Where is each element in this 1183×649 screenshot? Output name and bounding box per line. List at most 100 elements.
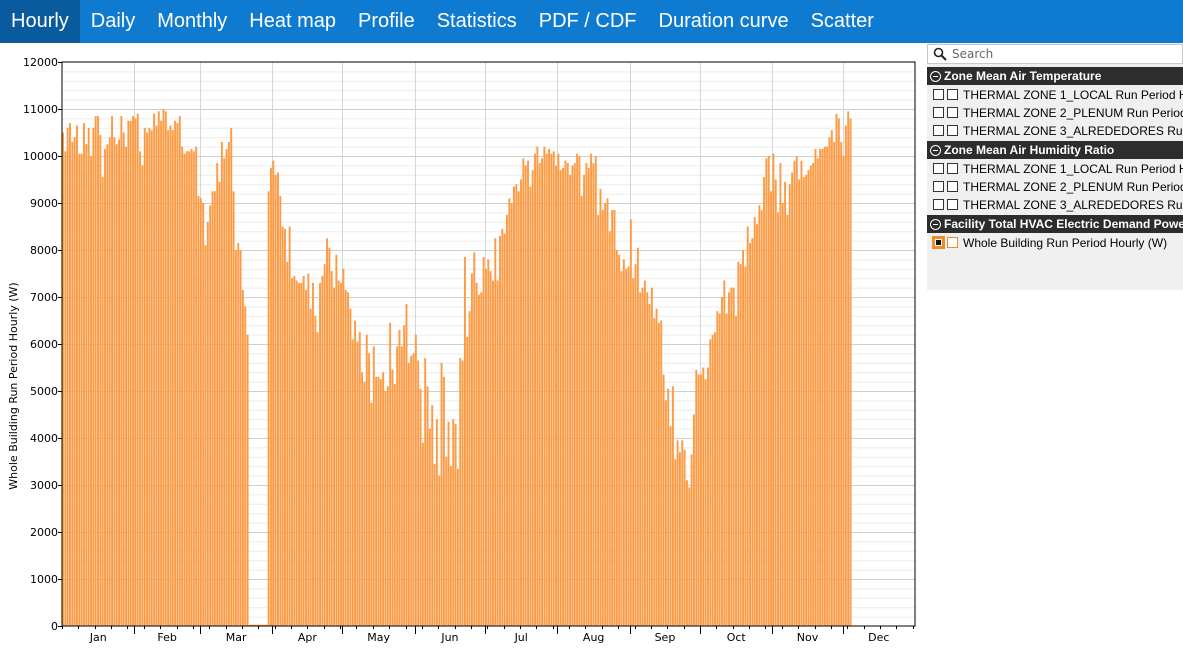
bar bbox=[69, 123, 71, 626]
bar bbox=[749, 242, 751, 626]
tab-scatter[interactable]: Scatter bbox=[810, 10, 874, 32]
search-box bbox=[927, 44, 1183, 64]
checkbox-left[interactable] bbox=[933, 181, 944, 192]
bar bbox=[714, 332, 716, 626]
checkbox-left[interactable] bbox=[933, 125, 944, 136]
checkbox-right[interactable] bbox=[947, 181, 958, 192]
group-zone-mean-air-temperature[interactable]: Zone Mean Air Temperature bbox=[927, 67, 1183, 85]
bar bbox=[396, 346, 399, 626]
checkbox-left[interactable] bbox=[933, 163, 944, 174]
hourly-chart[interactable]: 0 1000 2000 3000 4000 5000 6000 7000 8000 9000 100… bbox=[0, 43, 927, 649]
bar bbox=[169, 125, 172, 626]
bar bbox=[370, 402, 373, 626]
bar bbox=[176, 123, 179, 626]
collapse-icon[interactable] bbox=[930, 71, 941, 82]
checkbox-right[interactable] bbox=[947, 199, 958, 210]
bar bbox=[333, 287, 336, 626]
bar bbox=[812, 163, 815, 627]
bar bbox=[477, 294, 480, 626]
bar bbox=[174, 120, 177, 626]
tab-duration-curve[interactable]: Duration curve bbox=[658, 10, 789, 32]
bar bbox=[508, 198, 511, 627]
bar bbox=[487, 259, 490, 626]
bar bbox=[522, 158, 525, 626]
bar bbox=[501, 228, 504, 626]
tab-pdf-cdf[interactable]: PDF / CDF bbox=[538, 10, 637, 32]
bar bbox=[765, 158, 768, 626]
bar bbox=[153, 113, 156, 626]
group-title: Zone Mean Air Temperature bbox=[944, 69, 1102, 83]
bar bbox=[134, 118, 137, 627]
bar bbox=[171, 130, 174, 626]
tab-profile[interactable]: Profile bbox=[358, 10, 415, 32]
y-tick-label: 8000 bbox=[30, 244, 58, 257]
tab-hourly[interactable]: Hourly bbox=[0, 0, 80, 43]
checkbox-left[interactable] bbox=[933, 199, 944, 210]
x-tick-label: Apr bbox=[298, 631, 318, 644]
checkbox-right[interactable] bbox=[947, 163, 958, 174]
bar bbox=[784, 181, 787, 626]
bar bbox=[704, 379, 707, 626]
bar bbox=[793, 160, 796, 626]
x-tick-label: May bbox=[367, 631, 390, 644]
bar bbox=[316, 332, 319, 626]
group-title: Facility Total HVAC Electric Demand Powe… bbox=[944, 217, 1183, 231]
bar bbox=[85, 144, 88, 626]
bar bbox=[650, 287, 653, 626]
bar bbox=[410, 355, 413, 626]
bar bbox=[669, 426, 672, 626]
tab-daily[interactable]: Daily bbox=[90, 10, 136, 32]
bar bbox=[328, 247, 331, 626]
bar bbox=[155, 125, 158, 626]
tab-monthly[interactable]: Monthly bbox=[157, 10, 228, 32]
bar bbox=[459, 358, 462, 626]
bar bbox=[683, 449, 686, 626]
collapse-icon[interactable] bbox=[930, 219, 941, 230]
bar bbox=[157, 111, 160, 627]
bar bbox=[288, 226, 291, 626]
bar bbox=[816, 158, 819, 626]
y-axis-ticks: 0 1000 2000 3000 4000 5000 6000 7000 8000 9000 100… bbox=[23, 56, 62, 633]
bar bbox=[185, 151, 188, 627]
bar bbox=[106, 144, 109, 626]
bar bbox=[660, 320, 663, 626]
bar bbox=[777, 212, 780, 626]
bar bbox=[798, 179, 801, 626]
group-zone-mean-air-humidity-ratio[interactable]: Zone Mean Air Humidity Ratio bbox=[927, 141, 1183, 159]
bar bbox=[781, 203, 784, 626]
checkbox-left[interactable] bbox=[933, 107, 944, 118]
bar bbox=[774, 179, 777, 626]
bar bbox=[688, 487, 691, 626]
checkbox-right[interactable] bbox=[947, 125, 958, 136]
bar bbox=[216, 163, 219, 627]
bar bbox=[847, 111, 850, 627]
bar bbox=[125, 146, 128, 626]
y-tick-label: 5000 bbox=[30, 385, 58, 398]
bar bbox=[613, 210, 616, 627]
bar bbox=[732, 287, 735, 626]
bar bbox=[592, 163, 595, 627]
checkbox-right[interactable] bbox=[947, 89, 958, 100]
checkbox-left[interactable] bbox=[933, 89, 944, 100]
bar bbox=[431, 405, 434, 626]
bar bbox=[800, 160, 803, 626]
bar bbox=[108, 137, 111, 626]
tab-statistics[interactable]: Statistics bbox=[436, 10, 517, 32]
bar bbox=[132, 116, 135, 627]
bar bbox=[760, 210, 763, 627]
group-facility-total-hvac-electric-demand-power[interactable]: Facility Total HVAC Electric Demand Powe… bbox=[927, 215, 1183, 233]
bar bbox=[594, 156, 597, 626]
list-item: THERMAL ZONE 3_ALREDEDORES Run Period Ho… bbox=[927, 122, 1183, 140]
checkbox-right[interactable] bbox=[947, 237, 958, 248]
bar bbox=[573, 163, 576, 627]
checkbox-right[interactable] bbox=[947, 107, 958, 118]
x-tick-label: Jun bbox=[440, 631, 458, 644]
collapse-icon[interactable] bbox=[930, 145, 941, 156]
tab-heat-map[interactable]: Heat map bbox=[249, 10, 336, 32]
search-input[interactable] bbox=[952, 46, 1180, 62]
bar bbox=[62, 132, 64, 626]
bar bbox=[323, 264, 326, 626]
checkbox-left-checked[interactable] bbox=[932, 236, 945, 249]
bar bbox=[639, 292, 642, 626]
bar bbox=[405, 304, 408, 626]
